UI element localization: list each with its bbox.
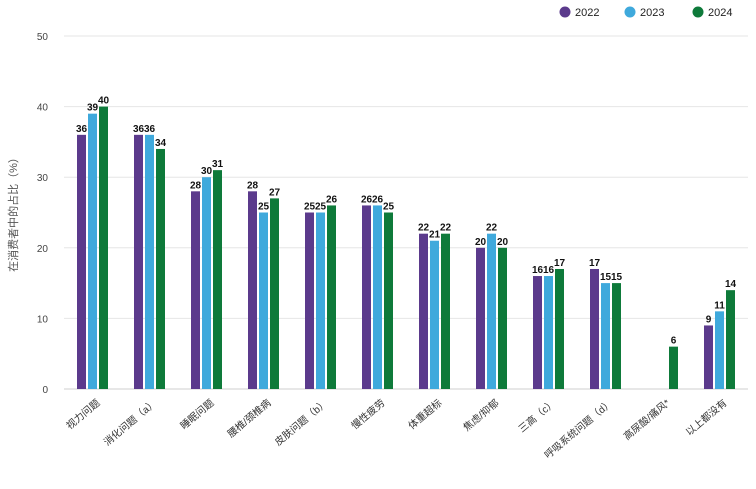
bar-2022: [362, 205, 371, 389]
bar-2024: [441, 233, 450, 389]
data-label: 17: [589, 258, 601, 269]
bar-2023: [316, 212, 325, 389]
y-tick-label: 40: [37, 103, 49, 114]
data-label: 27: [269, 187, 281, 198]
data-label: 20: [475, 237, 487, 248]
bar-2024: [612, 283, 621, 389]
bar-2023: [601, 283, 610, 389]
data-label: 36: [144, 124, 156, 135]
data-label: 25: [304, 202, 316, 213]
x-tick-label: 三高（c）: [516, 396, 559, 435]
x-tick-label: 腰椎/颈椎病: [225, 396, 274, 440]
x-tick-label: 高尿酸/痛风*: [621, 396, 673, 442]
data-label: 16: [532, 265, 544, 276]
data-label: 17: [554, 258, 566, 269]
bar-2024: [669, 346, 678, 389]
data-label: 22: [440, 223, 452, 234]
bar-2024: [555, 268, 564, 389]
legend: 2022 2023 2024: [559, 6, 732, 19]
gridlines: [64, 35, 748, 390]
y-tick-label: 20: [37, 244, 49, 255]
bar-2024: [156, 148, 165, 389]
data-label: 16: [543, 265, 555, 276]
y-tick-label: 30: [37, 173, 49, 184]
bar-2023: [373, 205, 382, 389]
x-tick-label: 以上都没有: [683, 396, 730, 438]
bar-2024: [270, 198, 279, 389]
bar-2022: [134, 134, 143, 389]
data-label: 28: [190, 180, 202, 191]
x-tick-label: 体重超标: [405, 396, 444, 432]
data-label: 15: [611, 272, 623, 283]
bar-2023: [544, 276, 553, 389]
data-label: 25: [383, 202, 395, 213]
bar-2024: [384, 212, 393, 389]
data-label: 28: [247, 180, 259, 191]
data-label: 39: [87, 103, 99, 114]
bar-2024: [213, 170, 222, 389]
bar-2023: [88, 113, 97, 389]
data-label: 22: [486, 223, 498, 234]
y-tick-label: 50: [37, 32, 49, 43]
bars: [77, 106, 735, 389]
bar-2023: [430, 240, 439, 389]
data-label: 30: [201, 166, 213, 177]
bar-2022: [191, 191, 200, 389]
bar-2023: [145, 134, 154, 389]
bar-2022: [476, 247, 485, 389]
x-tick-label: 慢性疲劳: [348, 396, 387, 432]
bar-2024: [327, 205, 336, 389]
x-tick-label: 睡眠问题: [177, 396, 216, 432]
x-tick-label: 视力问题: [63, 396, 102, 432]
data-label: 26: [326, 194, 338, 205]
bar-2022: [419, 233, 428, 389]
data-label: 9: [706, 314, 712, 325]
data-label: 20: [497, 237, 509, 248]
bar-2024: [498, 247, 507, 389]
data-label: 26: [361, 194, 373, 205]
data-label: 21: [429, 230, 441, 241]
y-axis-label: 在消费者中的占比（%）: [6, 152, 20, 272]
data-label: 31: [212, 159, 224, 170]
data-label: 25: [258, 202, 270, 213]
legend-label: 2022: [575, 7, 599, 19]
data-label: 6: [671, 336, 677, 347]
x-tick-label: 焦虑/抑郁: [460, 396, 501, 433]
legend-label: 2024: [708, 7, 732, 19]
x-axis: 视力问题 消化问题（a） 睡眠问题 腰椎/颈椎病 皮肤问题（b） 慢性疲劳 体重超标 焦虑/抑…: [63, 396, 729, 461]
legend-label: 2023: [640, 7, 664, 19]
x-tick-label: 消化问题（a）: [101, 396, 160, 448]
data-label: 14: [725, 279, 737, 290]
legend-swatch-2023: [624, 6, 636, 18]
bar-2024: [726, 290, 735, 389]
data-label: 36: [76, 124, 88, 135]
bar-2022: [590, 268, 599, 389]
bar-2022: [77, 134, 86, 389]
y-axis: 0 10 20 30 40 50: [37, 32, 49, 396]
data-label: 11: [714, 300, 725, 311]
legend-swatch-2024: [692, 6, 704, 18]
data-label: 34: [155, 138, 167, 149]
data-label: 36: [133, 124, 145, 135]
bar-2022: [704, 325, 713, 389]
bar-2023: [202, 177, 211, 389]
bar-2024: [99, 106, 108, 389]
y-tick-label: 0: [42, 385, 48, 396]
bar-2022: [248, 191, 257, 389]
bar-2023: [259, 212, 268, 389]
bar-2022: [533, 276, 542, 389]
data-label: 22: [418, 223, 430, 234]
bar-2023: [487, 233, 496, 389]
data-label: 26: [372, 194, 384, 205]
legend-swatch-2022: [559, 6, 571, 18]
data-label: 40: [98, 96, 110, 107]
bar-2022: [305, 212, 314, 389]
x-tick-label: 皮肤问题（b）: [272, 396, 331, 448]
data-label: 15: [600, 272, 612, 283]
y-tick-label: 10: [37, 314, 49, 325]
data-label: 25: [315, 202, 327, 213]
bar-2023: [715, 311, 724, 389]
